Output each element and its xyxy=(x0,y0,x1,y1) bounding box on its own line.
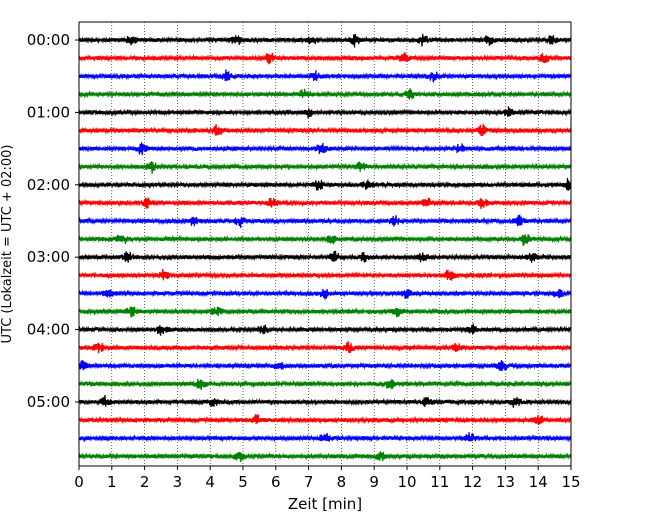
trace-row-3 xyxy=(78,88,572,100)
x-tick-label: 5 xyxy=(238,473,248,491)
trace-row-20 xyxy=(78,394,572,408)
trace-row-21 xyxy=(78,414,572,426)
x-tick-label: 8 xyxy=(337,473,347,491)
x-tick-label: 13 xyxy=(496,473,515,491)
trace-row-14 xyxy=(78,288,572,300)
x-axis-ticks: 0 1 2 3 4 5 6 7 8 9 10 11 12 13 14 15 xyxy=(74,466,581,491)
trace-row-17 xyxy=(78,341,572,354)
trace-row-0 xyxy=(78,33,572,48)
trace-row-18 xyxy=(78,359,572,372)
trace-row-15 xyxy=(78,306,572,318)
plot-frame xyxy=(78,21,572,467)
y-tick-label: 04:00 xyxy=(27,321,70,339)
x-tick-label: 11 xyxy=(430,473,449,491)
trace-row-23 xyxy=(78,451,572,462)
x-tick-label: 0 xyxy=(74,473,84,491)
x-tick-label: 15 xyxy=(561,473,580,491)
trace-row-5 xyxy=(78,123,572,137)
x-tick-label: 14 xyxy=(529,473,548,491)
trace-row-13 xyxy=(78,269,572,281)
trace-row-22 xyxy=(78,432,572,443)
trace-row-1 xyxy=(78,52,572,65)
trace-row-16 xyxy=(78,323,572,336)
x-tick-label: 3 xyxy=(173,473,183,491)
trace-row-7 xyxy=(78,161,572,174)
trace-row-11 xyxy=(78,233,572,247)
x-tick-label: 10 xyxy=(397,473,416,491)
x-tick-label: 7 xyxy=(304,473,314,491)
y-tick-label: 02:00 xyxy=(27,176,70,194)
y-axis-label: UTC (Lokalzeit = UTC + 02:00) xyxy=(0,145,15,344)
grid-lines xyxy=(111,22,539,466)
trace-row-12 xyxy=(78,250,572,263)
x-tick-label: 2 xyxy=(140,473,150,491)
seismic-traces xyxy=(78,33,572,462)
x-tick-label: 6 xyxy=(271,473,281,491)
y-axis-ticks: 00:00 01:00 02:00 03:00 04:00 05:00 xyxy=(27,31,79,411)
y-tick-label: 03:00 xyxy=(27,248,70,266)
x-axis-label: Zeit [min] xyxy=(288,495,362,513)
trace-row-6 xyxy=(78,142,572,156)
trace-row-2 xyxy=(78,69,572,83)
trace-row-10 xyxy=(78,214,572,228)
y-tick-label: 00:00 xyxy=(27,31,70,49)
trace-row-4 xyxy=(78,106,572,119)
trace-row-9 xyxy=(78,197,572,209)
trace-row-8 xyxy=(78,177,572,192)
x-tick-label: 9 xyxy=(369,473,379,491)
x-tick-label: 1 xyxy=(107,473,117,491)
y-tick-label: 01:00 xyxy=(27,103,70,121)
x-tick-label: 12 xyxy=(463,473,482,491)
trace-row-19 xyxy=(78,378,572,391)
x-tick-label: 4 xyxy=(205,473,215,491)
y-tick-label: 05:00 xyxy=(27,393,70,411)
